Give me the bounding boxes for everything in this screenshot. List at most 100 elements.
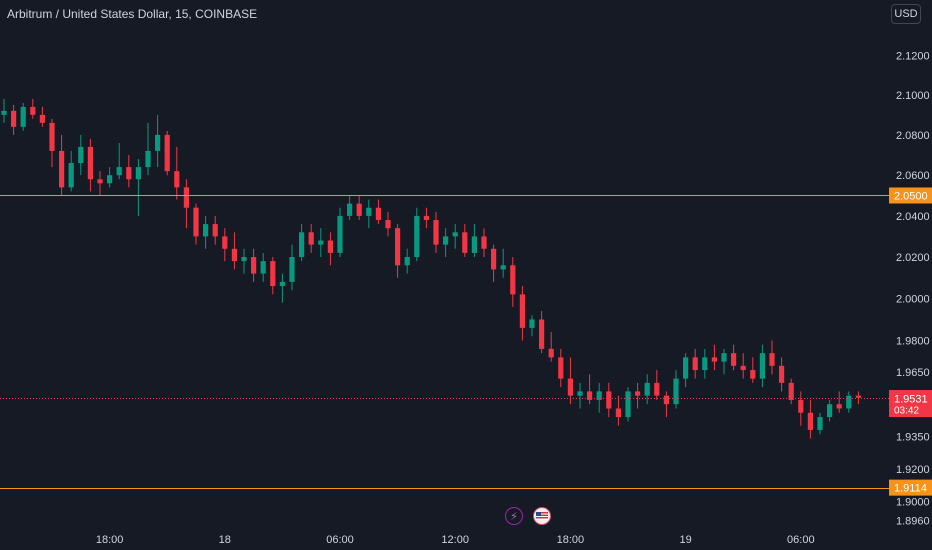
candle-body xyxy=(577,391,583,396)
candle-body xyxy=(39,114,45,123)
candle xyxy=(203,215,209,249)
candle-body xyxy=(606,391,612,409)
currency-button[interactable]: USD xyxy=(891,4,921,24)
candle xyxy=(827,399,833,422)
time-tick-label: 12:00 xyxy=(441,534,469,546)
candle-body xyxy=(779,365,785,383)
candle-body xyxy=(500,265,506,270)
candle-body xyxy=(78,146,84,164)
candle-body xyxy=(567,378,573,396)
price-tick-label: 2.0600 xyxy=(896,170,930,182)
countdown-timer: 03:42 xyxy=(894,406,919,417)
candle-body xyxy=(231,248,237,262)
candle xyxy=(183,179,189,229)
candle xyxy=(731,344,737,371)
time-axis[interactable]: 18:00 18 06:00 12:00 18:00 19 06:00 xyxy=(96,534,815,546)
candle xyxy=(644,374,650,405)
candle-body xyxy=(87,146,93,180)
candle xyxy=(87,138,93,192)
candle-body xyxy=(193,207,199,237)
candle xyxy=(817,412,823,435)
candle-body xyxy=(539,319,545,349)
candle xyxy=(567,357,573,405)
candle xyxy=(683,353,689,388)
candle-body xyxy=(443,236,449,245)
candle xyxy=(270,257,276,295)
candle-body xyxy=(548,348,554,358)
time-tick-label: 06:00 xyxy=(326,534,354,546)
candle xyxy=(855,391,861,405)
time-tick-label: 18 xyxy=(219,534,231,546)
candle xyxy=(116,142,122,180)
candle-body xyxy=(855,395,861,398)
candle xyxy=(471,224,477,258)
candle-body xyxy=(366,207,372,216)
candle-body xyxy=(145,150,151,168)
price-tick-label: 2.1000 xyxy=(896,90,930,102)
candle-body xyxy=(644,382,650,396)
lightning-icon[interactable]: ⚡ xyxy=(505,507,523,525)
candle-body xyxy=(807,412,813,430)
candle-body xyxy=(798,399,804,413)
candle xyxy=(673,370,679,409)
candle-body xyxy=(788,382,794,400)
candles-layer xyxy=(1,98,861,439)
price-tick-label: 1.9800 xyxy=(896,335,930,347)
time-tick-label: 19 xyxy=(679,534,691,546)
time-tick-label: 06:00 xyxy=(787,534,815,546)
candle xyxy=(414,207,420,262)
candle xyxy=(596,382,602,413)
price-axis[interactable]: 2.1200 2.1000 2.0800 2.0600 2.0400 2.0200 2.00… xyxy=(896,50,930,527)
level-price-label: 2.0500 xyxy=(889,187,932,204)
candle-body xyxy=(260,261,266,274)
candle-body xyxy=(68,163,74,188)
candle-body xyxy=(212,224,218,237)
last-price-label-bg xyxy=(889,390,932,417)
candle-body xyxy=(404,257,410,266)
candle-body xyxy=(596,391,602,400)
candle xyxy=(452,224,458,249)
candle xyxy=(443,228,449,258)
us-flag-icon[interactable] xyxy=(533,507,551,525)
candle xyxy=(740,353,746,379)
candle xyxy=(356,195,362,220)
candle-body xyxy=(683,357,689,379)
candle-body xyxy=(107,175,113,184)
candle xyxy=(135,159,141,216)
candle xyxy=(308,224,314,253)
price-tick-label: 1.9000 xyxy=(896,497,930,509)
candle xyxy=(654,370,660,400)
candle xyxy=(318,228,324,258)
level-price-label-text: 2.0500 xyxy=(894,190,928,202)
candle xyxy=(366,199,372,229)
symbol-title: Arbitrum / United States Dollar, 15, COI… xyxy=(7,7,258,21)
candle xyxy=(126,154,132,188)
candle xyxy=(299,224,305,262)
candle xyxy=(337,207,343,258)
candle-body xyxy=(241,257,247,262)
candle xyxy=(395,224,401,278)
candle xyxy=(836,391,842,413)
candle-body xyxy=(164,134,170,172)
candle-body xyxy=(203,224,209,237)
level-price-label: 1.9114 xyxy=(889,479,932,496)
candle xyxy=(174,146,180,200)
candle xyxy=(625,387,631,422)
candle-body xyxy=(702,357,708,371)
candle xyxy=(635,382,641,409)
time-tick-label: 18:00 xyxy=(557,534,585,546)
candle-body xyxy=(731,353,737,366)
candle-body xyxy=(59,150,65,188)
candle-body xyxy=(385,219,391,229)
candle-body xyxy=(116,167,122,176)
candle-body xyxy=(759,353,765,379)
candle xyxy=(519,286,525,341)
candle xyxy=(500,248,506,278)
candle-body xyxy=(663,395,669,405)
candle-body xyxy=(270,261,276,287)
candle xyxy=(107,167,113,188)
price-tick-label: 1.9650 xyxy=(896,367,930,379)
